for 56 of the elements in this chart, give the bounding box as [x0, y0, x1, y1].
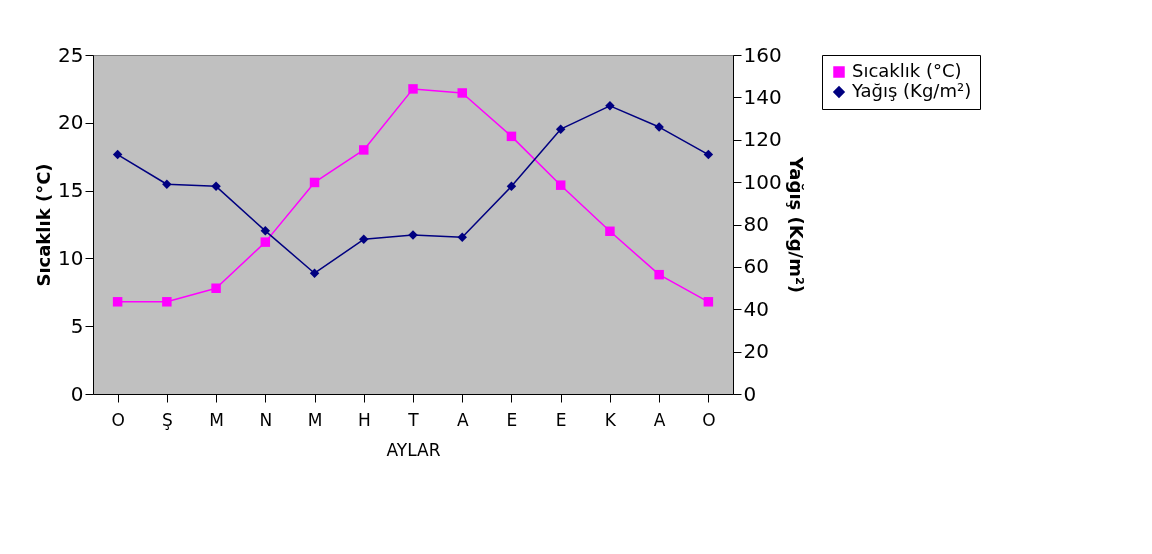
point	[555, 180, 566, 190]
point	[555, 124, 566, 134]
point	[457, 232, 467, 242]
point	[506, 131, 517, 142]
x-tick-label: H	[357, 409, 371, 430]
point	[112, 149, 123, 160]
y-tick-label: 5	[70, 313, 84, 338]
x-tick-label: M	[307, 409, 323, 430]
y2-tick-label: 0	[743, 381, 757, 406]
point	[457, 88, 467, 98]
y2-tick-label: 100	[743, 169, 782, 194]
y-tick-label: 0	[70, 381, 84, 406]
x-tick-label: N	[259, 409, 273, 430]
point	[408, 84, 418, 94]
y2-tick-label: 160	[743, 42, 782, 67]
point	[260, 237, 271, 247]
y-tick-label: 15	[58, 178, 84, 203]
x-tick-label: M	[209, 409, 224, 430]
x-tick-label: K	[604, 409, 617, 430]
y2-tick-label: 40	[743, 296, 769, 321]
point	[211, 283, 221, 293]
x-tick-label: E	[506, 409, 518, 430]
point	[359, 145, 369, 155]
point	[506, 181, 517, 192]
point	[260, 226, 271, 236]
x-tick-label: E	[555, 409, 567, 430]
point	[162, 179, 172, 189]
y2-axis-title: Yağış (Kg/m²)	[785, 155, 807, 294]
x-tick-label: Ş	[161, 409, 173, 430]
y2-tick-label: 80	[743, 212, 769, 236]
point	[654, 269, 664, 280]
y-tick-label: 10	[58, 245, 84, 270]
x-tick-label: A	[653, 409, 666, 430]
x-tick-label: O	[111, 409, 125, 430]
y2-tick-label: 120	[743, 127, 782, 152]
point	[359, 234, 369, 245]
x-axis-title: AYLAR	[386, 439, 441, 460]
point	[211, 181, 221, 192]
point	[309, 177, 320, 188]
point	[309, 268, 320, 278]
point	[703, 149, 714, 160]
x-tick-label: O	[702, 409, 716, 430]
y-axis-title: Sıcaklık (°C)	[33, 163, 55, 287]
x-tick-label: T	[407, 409, 420, 430]
point	[605, 226, 615, 237]
y2-tick-label: 20	[743, 339, 769, 364]
point	[112, 297, 123, 307]
legend-label: Sıcaklık (°C)	[852, 60, 962, 81]
x-tick-label: A	[456, 409, 469, 430]
legend-label: Yağış (Kg/m²)	[851, 80, 972, 101]
y-tick-label: 20	[58, 110, 84, 135]
point	[162, 297, 172, 307]
y2-tick-label: 140	[743, 84, 782, 109]
point	[703, 297, 714, 307]
y-tick-label: 25	[58, 42, 84, 67]
y2-tick-label: 60	[743, 254, 769, 279]
